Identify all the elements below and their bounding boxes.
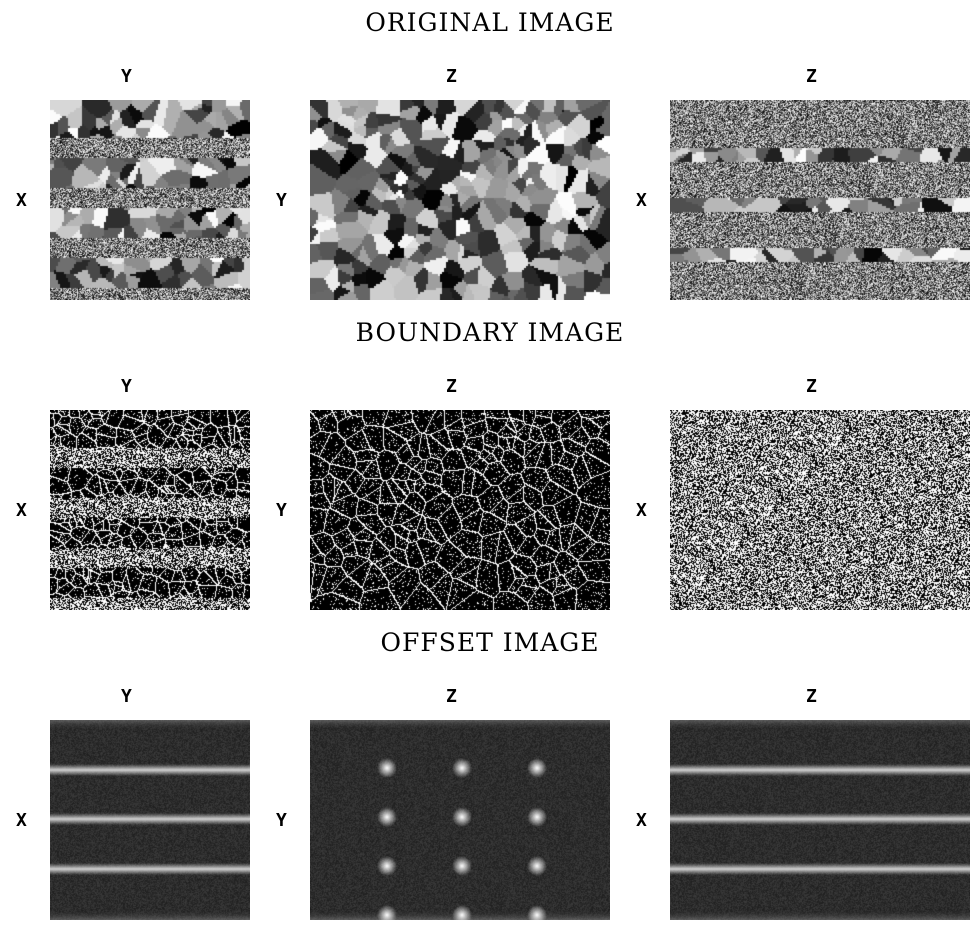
boundary-image-title: BOUNDARY IMAGE	[355, 318, 625, 347]
axis-label-top: Y	[121, 686, 132, 707]
boundary-xz-image	[670, 410, 970, 610]
original-yz-image	[310, 100, 610, 300]
offset-xy-image	[50, 720, 250, 920]
offset-image-title: OFFSET IMAGE	[380, 628, 600, 657]
boundary-xy-image	[50, 410, 250, 610]
axis-label-side: X	[16, 810, 27, 831]
axis-label-side: Y	[276, 500, 287, 521]
offset-xz-image	[670, 720, 970, 920]
offset-yz-image	[310, 720, 610, 920]
axis-label-top: Z	[806, 376, 817, 397]
axis-label-side: X	[636, 190, 647, 211]
axis-label-top: Z	[446, 376, 457, 397]
axis-label-side: X	[16, 500, 27, 521]
original-image-title: ORIGINAL IMAGE	[365, 8, 615, 37]
axis-label-top: Y	[121, 376, 132, 397]
original-xy-image	[50, 100, 250, 300]
axis-label-top: Z	[806, 686, 817, 707]
axis-label-top: Z	[446, 686, 457, 707]
original-xz-image	[670, 100, 970, 300]
axis-label-side: Y	[276, 810, 287, 831]
axis-label-side: X	[636, 810, 647, 831]
axis-label-side: X	[16, 190, 27, 211]
axis-label-top: Z	[806, 66, 817, 87]
axis-label-side: X	[636, 500, 647, 521]
axis-label-top: Z	[446, 66, 457, 87]
boundary-yz-image	[310, 410, 610, 610]
axis-label-side: Y	[276, 190, 287, 211]
axis-label-top: Y	[121, 66, 132, 87]
